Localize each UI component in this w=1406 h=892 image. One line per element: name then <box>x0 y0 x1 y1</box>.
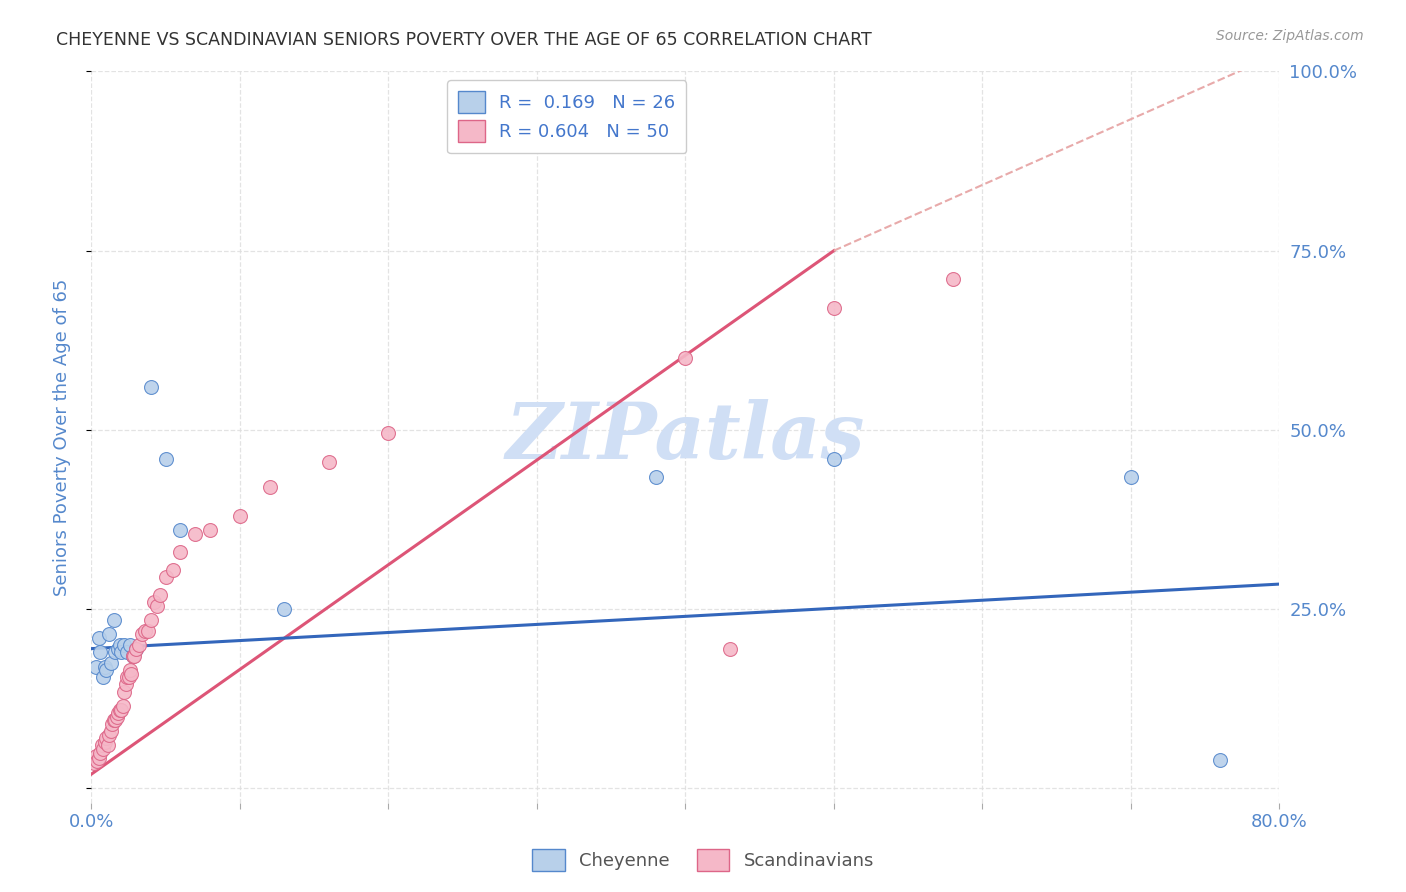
Point <box>117 670 139 684</box>
Point <box>104 714 127 728</box>
Point <box>84 659 107 673</box>
Point <box>103 714 125 728</box>
Point <box>122 648 145 663</box>
Point <box>169 545 191 559</box>
Point <box>87 631 110 645</box>
Point <box>101 717 124 731</box>
Point <box>84 749 107 764</box>
Point <box>96 731 118 746</box>
Point <box>823 451 845 466</box>
Point <box>105 710 128 724</box>
Point <box>100 724 122 739</box>
Point <box>89 746 111 760</box>
Legend: Cheyenne, Scandinavians: Cheyenne, Scandinavians <box>524 842 882 879</box>
Point <box>98 627 121 641</box>
Point <box>96 663 118 677</box>
Point <box>377 426 399 441</box>
Text: Source: ZipAtlas.com: Source: ZipAtlas.com <box>1216 29 1364 43</box>
Point <box>134 624 156 638</box>
Point <box>115 670 138 684</box>
Point <box>131 627 153 641</box>
Point <box>97 739 120 753</box>
Point <box>104 645 127 659</box>
Point <box>139 613 162 627</box>
Point <box>91 670 114 684</box>
Point <box>111 698 134 713</box>
Point <box>149 588 172 602</box>
Point <box>98 728 121 742</box>
Point <box>184 527 207 541</box>
Point <box>94 659 117 673</box>
Point <box>83 756 105 771</box>
Point <box>942 272 965 286</box>
Point <box>112 684 135 698</box>
Point <box>91 742 114 756</box>
Point <box>110 702 132 716</box>
Point <box>124 648 146 663</box>
Point <box>100 656 122 670</box>
Point <box>118 663 141 677</box>
Point <box>673 351 696 366</box>
Point <box>169 524 191 538</box>
Point <box>103 613 125 627</box>
Point <box>136 624 159 638</box>
Point <box>162 563 184 577</box>
Point <box>122 648 145 663</box>
Point <box>1119 469 1142 483</box>
Point <box>1209 753 1232 767</box>
Point <box>273 602 295 616</box>
Text: CHEYENNE VS SCANDINAVIAN SENIORS POVERTY OVER THE AGE OF 65 CORRELATION CHART: CHEYENNE VS SCANDINAVIAN SENIORS POVERTY… <box>56 31 872 49</box>
Point <box>107 641 129 656</box>
Point <box>121 666 143 681</box>
Point <box>145 599 167 613</box>
Point <box>823 301 845 315</box>
Point <box>718 641 741 656</box>
Point <box>155 451 177 466</box>
Point <box>87 751 110 765</box>
Point <box>139 380 162 394</box>
Point <box>112 638 135 652</box>
Legend: R =  0.169   N = 26, R = 0.604   N = 50: R = 0.169 N = 26, R = 0.604 N = 50 <box>447 80 686 153</box>
Point <box>318 455 340 469</box>
Point <box>108 638 131 652</box>
Point <box>90 739 112 753</box>
Point <box>644 469 666 483</box>
Point <box>125 641 148 656</box>
Point <box>110 645 132 659</box>
Point <box>115 645 138 659</box>
Point <box>118 638 141 652</box>
Point <box>94 735 117 749</box>
Point <box>128 638 150 652</box>
Point <box>125 641 148 656</box>
Point <box>89 645 111 659</box>
Point <box>200 524 222 538</box>
Point <box>142 595 165 609</box>
Point <box>107 706 129 721</box>
Text: ZIPatlas: ZIPatlas <box>506 399 865 475</box>
Point <box>86 754 108 768</box>
Point <box>229 508 252 523</box>
Y-axis label: Seniors Poverty Over the Age of 65: Seniors Poverty Over the Age of 65 <box>52 278 70 596</box>
Point <box>259 480 281 494</box>
Point <box>114 677 136 691</box>
Point <box>108 702 131 716</box>
Point <box>155 570 177 584</box>
